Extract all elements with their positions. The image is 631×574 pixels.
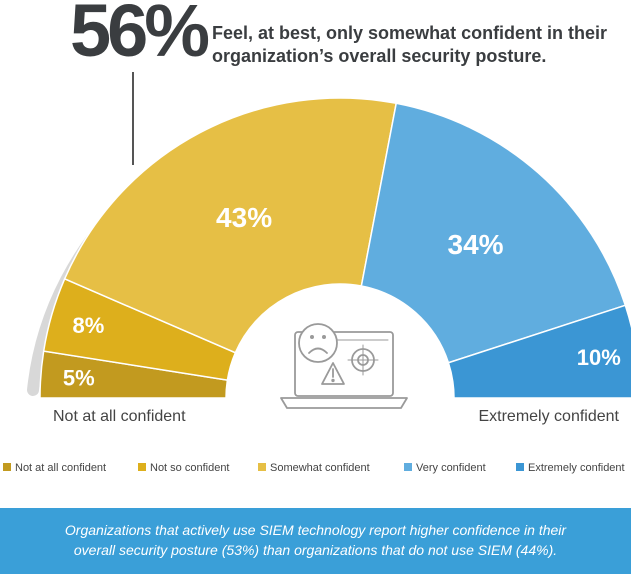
- legend-label: Somewhat confident: [270, 462, 370, 474]
- segment-somewhat-confident: [63, 97, 398, 354]
- legend-item-not-at-all-confident: Not at all confident: [3, 460, 106, 476]
- donut-segments: [39, 97, 631, 399]
- segment-extremely-confident: [447, 304, 631, 399]
- segment-label-somewhat-confident: 43%: [216, 202, 272, 233]
- legend-item-somewhat-confident: Somewhat confident: [258, 460, 370, 476]
- legend-item-extremely-confident: Extremely confident: [516, 460, 625, 476]
- legend-swatch: [3, 463, 11, 471]
- headline-percentage: 56%: [70, 0, 210, 72]
- scale-left-label: Not at all confident: [53, 408, 186, 425]
- legend-swatch: [138, 463, 146, 471]
- segment-very-confident: [360, 102, 627, 364]
- footer-line-1: Organizations that actively use SIEM tec…: [64, 522, 567, 538]
- segment-label-not-at-all-confident: 5%: [63, 365, 95, 390]
- segment-label-not-so-confident: 8%: [73, 313, 105, 338]
- legend-swatch: [516, 463, 524, 471]
- confidence-chart: 5% 8% 43% 34% 10% Not at all confident Extre…: [27, 72, 631, 425]
- laptop-sad-face-warning-target-icon: [280, 323, 408, 409]
- headline-text: Feel, at best, only somewhat confident i…: [212, 23, 608, 66]
- footer-line-2: overall security posture (53%) than orga…: [73, 542, 558, 558]
- legend-item-not-so-confident: Not so confident: [138, 460, 230, 476]
- legend-swatch: [258, 463, 266, 471]
- segment-label-extremely-confident: 10%: [577, 345, 621, 370]
- scale-right-label: Extremely confident: [478, 408, 619, 425]
- legend-swatch: [404, 463, 412, 471]
- legend-label: Not at all confident: [15, 462, 107, 474]
- legend-label: Very confident: [416, 462, 486, 474]
- donut-segment-labels: 5% 8% 43% 34% 10%: [63, 202, 621, 391]
- legend-label: Not so confident: [150, 462, 230, 474]
- chart-legend: Not at all confident Not so confident Some…: [0, 460, 631, 478]
- legend-item-very-confident: Very confident: [404, 460, 486, 476]
- footer-callout: Organizations that actively use SIEM tec…: [0, 508, 631, 574]
- legend-label: Extremely confident: [528, 462, 625, 474]
- segment-label-very-confident: 34%: [448, 229, 504, 260]
